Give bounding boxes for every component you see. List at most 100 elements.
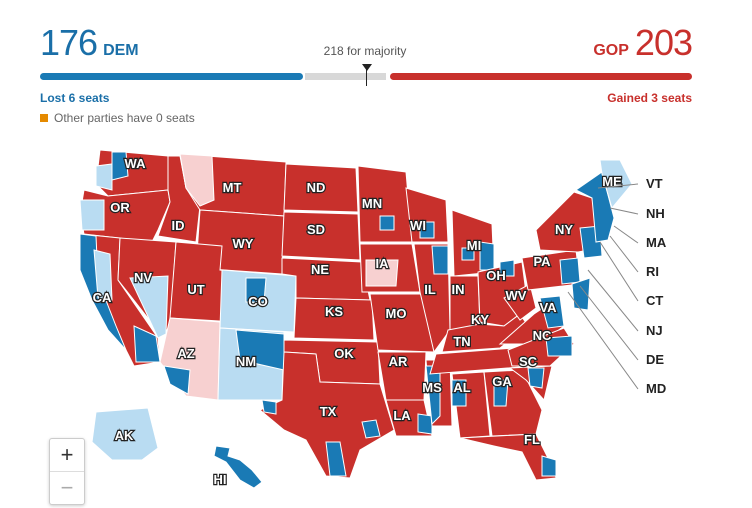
state-label-nv: NV	[134, 270, 152, 285]
state-label-va: VA	[539, 300, 557, 315]
majority-label: 218 for majority	[323, 44, 407, 58]
district-shape-mi-detroit[interactable]	[479, 241, 495, 271]
state-label-co: CO	[248, 294, 268, 309]
state-label-il: IL	[424, 282, 436, 297]
state-label-wv: WV	[506, 288, 527, 303]
dem-change-label: Lost 6 seats	[40, 91, 110, 105]
callout-line-md	[567, 291, 639, 390]
district-shape-sc-coast[interactable]	[527, 367, 545, 389]
district-shape-mi-lansing[interactable]	[461, 247, 475, 261]
majority-marker-line	[366, 66, 367, 86]
state-label-tx: TX	[320, 404, 337, 419]
district-shape-wa-west[interactable]	[95, 163, 113, 191]
state-label-tn: TN	[453, 334, 470, 349]
district-shape-il-chicago[interactable]	[431, 245, 449, 275]
district-shape-or-west[interactable]	[79, 199, 105, 231]
state-label-ms: MS	[422, 380, 442, 395]
state-label-ia: IA	[376, 256, 390, 271]
district-shape-co-denver[interactable]	[245, 277, 267, 303]
state-shape-tx[interactable]	[259, 351, 395, 479]
state-shape-hi[interactable]	[213, 445, 263, 489]
callout-line-de	[579, 285, 639, 361]
state-label-oh: OH	[486, 268, 506, 283]
district-shape-mn-metro[interactable]	[379, 215, 395, 231]
state-label-ca: CA	[93, 290, 112, 305]
callout-label-ct: CT	[646, 293, 663, 308]
district-shape-tx-south[interactable]	[325, 441, 347, 477]
gop-bar-segment	[389, 73, 692, 80]
state-label-ks: KS	[325, 304, 343, 319]
state-label-wy: WY	[233, 236, 254, 251]
other-parties-swatch-icon	[40, 114, 48, 122]
district-shape-ga-atl[interactable]	[493, 379, 509, 407]
callout-line-nj	[587, 269, 639, 332]
other-parties-note-text: Other parties have 0 seats	[54, 111, 195, 125]
callout-label-de: DE	[646, 352, 664, 367]
callout-line-nh	[609, 207, 639, 215]
seat-progress-bar	[40, 73, 692, 80]
state-label-ny: NY	[555, 222, 573, 237]
state-shape-me[interactable]	[599, 159, 633, 210]
state-shape-nj-md[interactable]	[571, 277, 591, 311]
district-shape-ia-east[interactable]	[365, 259, 399, 287]
district-shape-wi-milwaukee[interactable]	[419, 221, 435, 239]
state-label-ky: KY	[471, 312, 489, 327]
state-shape-fl[interactable]	[459, 433, 557, 481]
dem-bar-segment	[40, 73, 303, 80]
state-shape-ak[interactable]	[91, 407, 159, 461]
state-shape-nd[interactable]	[283, 163, 359, 213]
state-shape-wi[interactable]	[405, 187, 449, 243]
district-shape-nc-central[interactable]	[545, 335, 573, 357]
callout-label-nj: NJ	[646, 323, 663, 338]
undecided-bar-segment	[304, 73, 386, 80]
state-label-mt: MT	[223, 180, 242, 195]
state-label-nc: NC	[533, 328, 552, 343]
state-shape-sd[interactable]	[281, 211, 361, 261]
state-label-al: AL	[453, 380, 470, 395]
callout-line-vt	[597, 183, 639, 189]
district-shape-ca-bay[interactable]	[93, 249, 113, 301]
district-shape-al-bham[interactable]	[451, 379, 467, 407]
map-svg[interactable]: WA OR CA NV ID MT WY UT AZ CO NM ND SD NE KS OK TX MN IA MO…	[0, 130, 752, 503]
district-shape-mt-west[interactable]	[179, 153, 215, 207]
state-shape-ks[interactable]	[293, 297, 375, 341]
state-label-wa: WA	[125, 156, 147, 171]
zoom-out-button[interactable]: −	[50, 471, 84, 504]
state-label-ar: AR	[389, 354, 408, 369]
dem-party-label: DEM	[103, 42, 139, 59]
state-label-or: OR	[110, 200, 130, 215]
state-label-ok: OK	[334, 346, 354, 361]
district-shape-pa-philly[interactable]	[559, 257, 581, 285]
state-label-mo: MO	[386, 306, 407, 321]
district-shape-oh-cle[interactable]	[499, 259, 515, 277]
us-house-map[interactable]: WA OR CA NV ID MT WY UT AZ CO NM ND SD NE KS OK TX MN IA MO…	[0, 130, 752, 503]
callout-label-vt: VT	[646, 176, 663, 191]
state-label-nd: ND	[307, 180, 326, 195]
state-label-hi: HI	[214, 472, 227, 487]
state-label-ak: AK	[115, 428, 134, 443]
gop-tally: GOP 203	[587, 22, 693, 63]
district-shape-tx-elpaso[interactable]	[261, 399, 277, 415]
zoom-in-button[interactable]: +	[60, 442, 74, 467]
district-shape-tx-houston[interactable]	[361, 419, 381, 439]
dem-seat-count: 176	[40, 22, 98, 63]
callout-line-ct	[599, 241, 639, 302]
state-labels: WA OR CA NV ID MT WY UT AZ CO NM ND SD NE KS OK TX MN IA MO…	[91, 155, 623, 488]
state-label-az: AZ	[177, 346, 194, 361]
state-label-ga: GA	[492, 374, 512, 389]
state-label-sd: SD	[307, 222, 325, 237]
callout-line-ma	[613, 225, 639, 244]
district-shape-fl-south[interactable]	[541, 455, 557, 477]
other-parties-note: Other parties have 0 seats	[40, 111, 195, 125]
state-label-mi: MI	[467, 238, 481, 253]
district-shape-la-nola[interactable]	[417, 413, 433, 435]
state-label-fl: FL	[524, 432, 540, 447]
state-label-mn: MN	[362, 196, 382, 211]
callout-label-ma: MA	[646, 235, 667, 250]
state-shape-wv[interactable]	[503, 283, 537, 321]
zoom-control: + −	[49, 438, 85, 505]
district-shape-az-phx[interactable]	[163, 365, 191, 395]
state-label-id: ID	[172, 218, 185, 233]
gop-seat-count: 203	[634, 22, 693, 63]
district-shape-va-north[interactable]	[539, 295, 565, 329]
